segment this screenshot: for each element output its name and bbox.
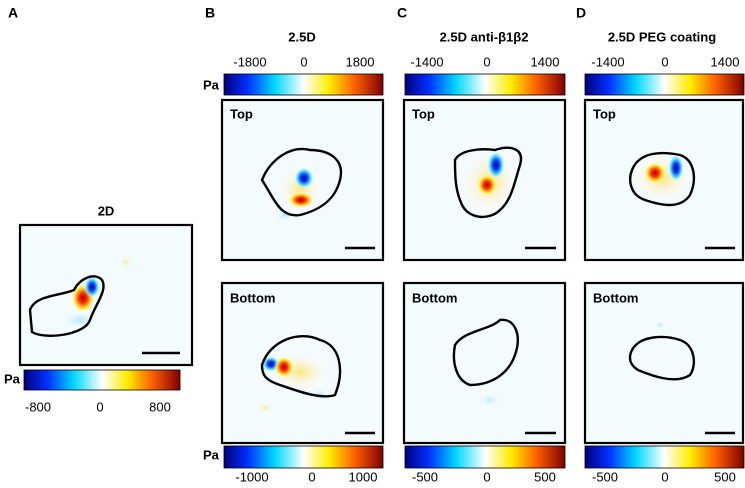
cell-outline — [628, 335, 696, 381]
colorbar-tick: 1400 — [531, 54, 560, 69]
colorbar — [23, 369, 181, 391]
colorbar — [404, 445, 566, 469]
colorbar-tick: 0 — [96, 399, 103, 414]
colorbar-tick: -1000 — [235, 469, 268, 483]
colorbar-tick: 500 — [714, 469, 736, 483]
colorbar-tick: 0 — [483, 469, 490, 483]
colorbar — [223, 73, 384, 96]
panel-title: 2D — [98, 203, 115, 218]
cell-outline — [28, 275, 105, 337]
colorbar-tick: 1800 — [346, 54, 375, 69]
cell-outline — [629, 151, 696, 207]
colorbar-tick: 1400 — [711, 54, 740, 69]
colorbar-tick: -1400 — [591, 54, 624, 69]
colorbar-tick: 0 — [483, 54, 490, 69]
image-frame — [583, 281, 745, 445]
stress-spot — [477, 174, 497, 196]
view-label: Bottom — [412, 290, 458, 305]
panel-title: 2.5D PEG coating — [608, 29, 716, 44]
stress-spot — [294, 167, 314, 189]
panel-title: 2.5D anti-β1β2 — [440, 29, 529, 44]
colorbar-tick: 800 — [149, 399, 171, 414]
view-label: Top — [593, 106, 616, 121]
stress-spot — [288, 192, 314, 208]
unit-label: Pa — [203, 77, 220, 92]
view-label: Bottom — [593, 290, 639, 305]
view-label: Bottom — [230, 290, 276, 305]
stress-spot — [274, 356, 294, 378]
colorbar-tick: 0 — [300, 54, 307, 69]
colorbar-tick: -800 — [25, 399, 51, 414]
colorbar — [584, 445, 745, 469]
cell-outline — [260, 335, 342, 398]
stress-spot — [273, 207, 297, 223]
panel-label: B — [205, 5, 215, 21]
panel-title: 2.5D — [288, 29, 315, 44]
panel-label: C — [397, 5, 407, 21]
stress-spot — [257, 403, 273, 413]
stress-spot — [487, 151, 505, 179]
unit-label: Pa — [4, 371, 21, 386]
stress-spot — [84, 276, 100, 298]
image-frame — [18, 223, 194, 367]
stress-spot — [58, 310, 102, 330]
cell-outline — [452, 318, 519, 387]
colorbar-tick: 500 — [534, 469, 556, 483]
image-frame — [402, 281, 567, 445]
view-label: Top — [230, 106, 253, 121]
colorbar-tick: 0 — [308, 469, 315, 483]
colorbar-tick: 0 — [661, 54, 668, 69]
colorbar-tick: 0 — [661, 469, 668, 483]
stress-spot — [478, 393, 502, 407]
colorbar-tick: -1800 — [233, 54, 266, 69]
colorbar-tick: 1000 — [349, 469, 378, 483]
colorbar — [404, 73, 566, 96]
panel-label: A — [8, 5, 18, 21]
colorbar-tick: -1400 — [410, 54, 443, 69]
cell-outline — [453, 146, 523, 219]
colorbar — [223, 445, 384, 469]
image-frame — [402, 98, 567, 262]
unit-label: Pa — [203, 447, 220, 462]
stress-spot — [668, 154, 684, 182]
stress-spot — [654, 320, 666, 330]
stress-spot — [120, 256, 132, 268]
colorbar-tick: -500 — [412, 469, 438, 483]
cell-outline — [260, 147, 343, 217]
stress-spot — [644, 162, 666, 184]
view-label: Top — [412, 106, 435, 121]
colorbar-tick: -500 — [592, 469, 618, 483]
colorbar — [584, 73, 745, 96]
panel-label: D — [576, 5, 586, 21]
